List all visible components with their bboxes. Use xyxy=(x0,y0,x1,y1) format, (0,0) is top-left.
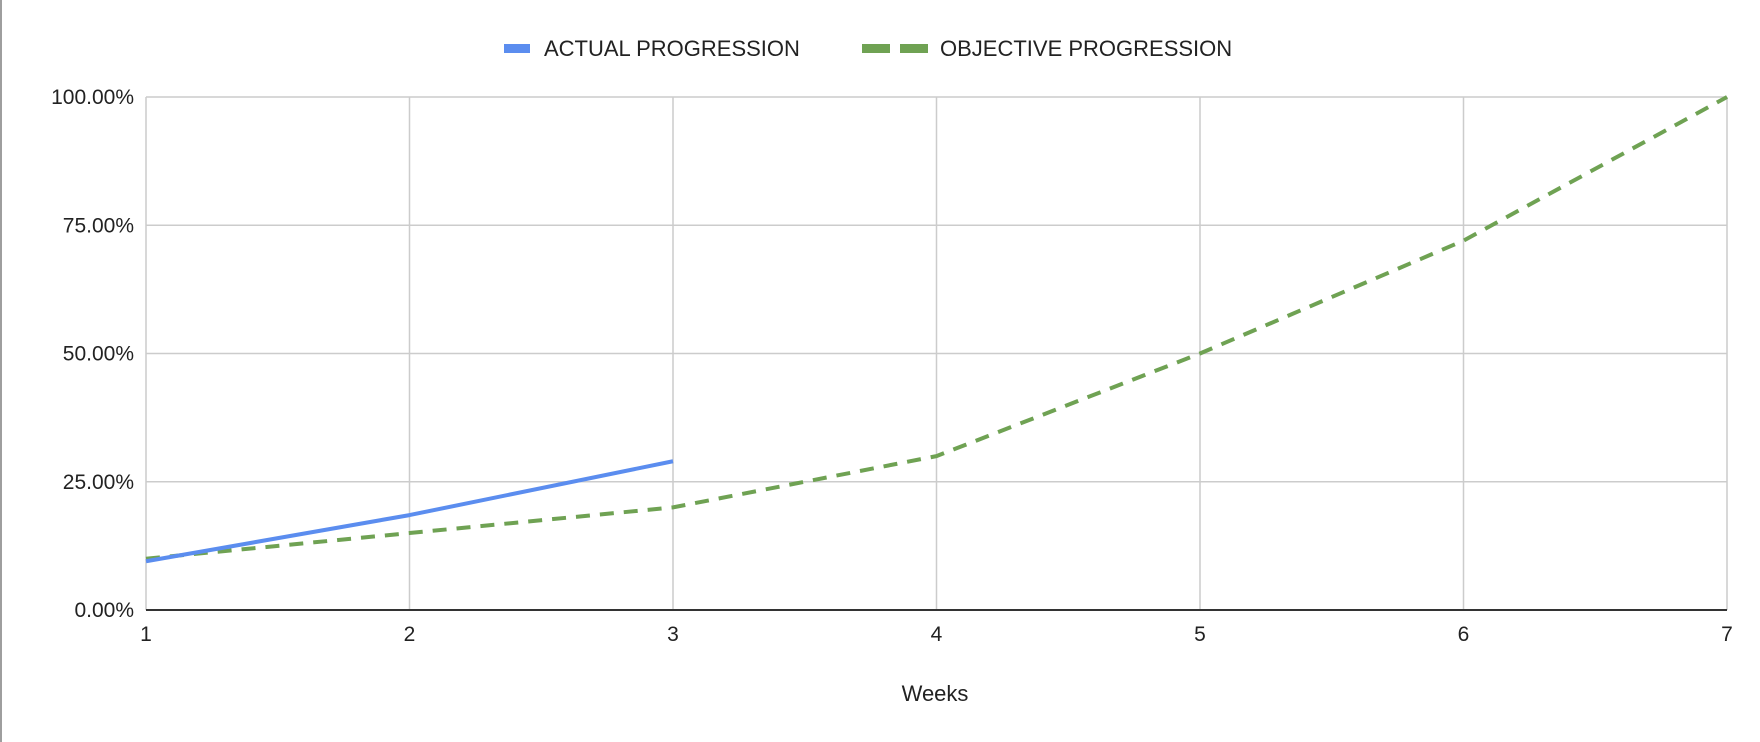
legend-item[interactable]: OBJECTIVE PROGRESSION xyxy=(862,36,1232,61)
series-lines xyxy=(145,95,1728,564)
legend-swatch xyxy=(504,44,530,53)
x-tick-label: 5 xyxy=(1194,623,1206,646)
x-tick-label: 1 xyxy=(140,623,152,646)
legend-label: ACTUAL PROGRESSION xyxy=(544,36,800,61)
x-tick-label: 3 xyxy=(667,623,679,646)
y-tick-label: 25.00% xyxy=(63,471,134,494)
x-tick-label: 4 xyxy=(931,623,943,646)
legend-item[interactable]: ACTUAL PROGRESSION xyxy=(504,36,800,61)
x-tick-label: 2 xyxy=(404,623,416,646)
y-tick-label: 100.00% xyxy=(51,86,134,109)
y-tick-label: 50.00% xyxy=(63,343,134,366)
x-tick-label: 7 xyxy=(1721,623,1733,646)
actual-progression-line xyxy=(145,459,674,564)
legend-swatch xyxy=(900,44,928,53)
x-tick-labels: 1 2 3 4 5 6 7 xyxy=(140,623,1733,646)
legend[interactable]: ACTUAL PROGRESSION OBJECTIVE PROGRESSION xyxy=(504,36,1232,61)
legend-swatch xyxy=(862,44,890,53)
window-frame-edge xyxy=(0,0,2,742)
y-tick-label: 75.00% xyxy=(63,214,134,237)
objective-progression-line xyxy=(145,95,1728,561)
y-tick-label: 0.00% xyxy=(74,599,134,622)
y-tick-labels: 0.00% 25.00% 50.00% 75.00% 100.00% xyxy=(51,86,134,622)
x-tick-label: 6 xyxy=(1458,623,1470,646)
x-axis-title: Weeks xyxy=(902,681,969,706)
legend-label: OBJECTIVE PROGRESSION xyxy=(940,36,1232,61)
gridlines xyxy=(145,96,1728,610)
